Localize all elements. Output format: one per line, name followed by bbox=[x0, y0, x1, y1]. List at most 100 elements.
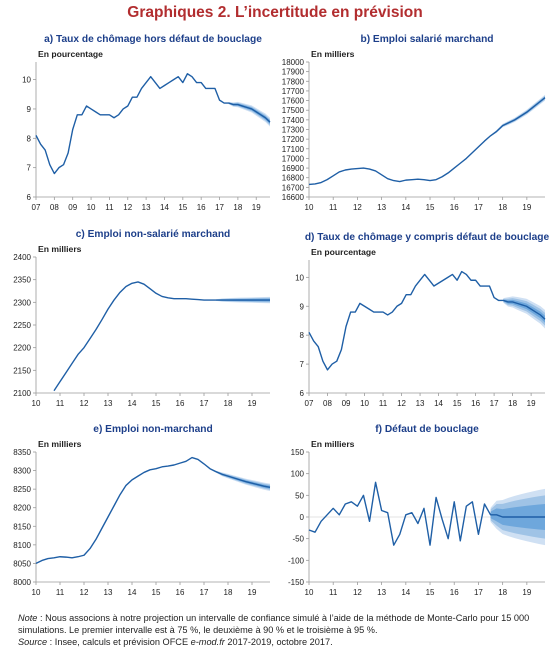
y-tick-label: 17100 bbox=[282, 145, 305, 154]
x-tick-label: 16 bbox=[450, 588, 459, 597]
x-tick-label: 10 bbox=[32, 588, 41, 597]
x-tick-label: 14 bbox=[128, 588, 137, 597]
note-text: Nous associons à notre projection un int… bbox=[18, 613, 530, 635]
y-tick-label: 9 bbox=[27, 105, 32, 114]
x-tick-label: 08 bbox=[50, 203, 59, 212]
note-label: Note bbox=[18, 613, 38, 623]
x-tick-label: 14 bbox=[401, 203, 410, 212]
series-line bbox=[53, 281, 270, 392]
chart-unit-label: En milliers bbox=[311, 439, 355, 449]
x-tick-label: 17 bbox=[200, 399, 209, 408]
x-tick-label: 15 bbox=[152, 588, 161, 597]
x-tick-label: 12 bbox=[353, 588, 362, 597]
chart-title: f) Défaut de bouclage bbox=[375, 424, 479, 435]
x-tick-label: 15 bbox=[426, 588, 435, 597]
y-tick-label: 18000 bbox=[282, 58, 305, 67]
x-tick-label: 09 bbox=[342, 399, 351, 408]
x-tick-label: 11 bbox=[329, 203, 338, 212]
x-tick-label: 16 bbox=[176, 399, 185, 408]
x-tick-label: 16 bbox=[450, 203, 459, 212]
y-tick-label: 10 bbox=[295, 273, 304, 282]
chart-title: a) Taux de chômage hors défaut de boucla… bbox=[44, 34, 262, 45]
x-tick-label: 17 bbox=[474, 588, 483, 597]
chart-title: b) Emploi salarié marchand bbox=[360, 34, 493, 45]
y-tick-label: 16900 bbox=[282, 164, 305, 173]
x-tick-label: 17 bbox=[474, 203, 483, 212]
chart-panel-b: b) Emploi salarié marchand En milliers 166… bbox=[282, 34, 546, 212]
y-tick-label: 100 bbox=[291, 470, 305, 479]
series-line bbox=[308, 270, 546, 371]
x-tick-label: 14 bbox=[128, 399, 137, 408]
x-tick-label: 18 bbox=[498, 203, 507, 212]
note-separator: : bbox=[37, 613, 46, 623]
y-tick-label: 8350 bbox=[13, 448, 31, 457]
y-tick-label: -50 bbox=[292, 535, 304, 544]
x-tick-label: 10 bbox=[305, 588, 314, 597]
series-line bbox=[35, 456, 271, 565]
y-tick-label: 150 bbox=[291, 448, 305, 457]
x-tick-label: 10 bbox=[360, 399, 369, 408]
y-tick-label: 17400 bbox=[282, 116, 305, 125]
x-tick-label: 08 bbox=[323, 399, 332, 408]
footer-notes: Note : Nous associons à notre projection… bbox=[18, 612, 543, 648]
y-tick-label: 9 bbox=[300, 302, 305, 311]
y-tick-label: 6 bbox=[27, 193, 32, 202]
x-tick-label: 12 bbox=[80, 588, 89, 597]
chart-panel-c: c) Emploi non-salarié marchand En millier… bbox=[13, 229, 270, 408]
note-paragraph: Note : Nous associons à notre projection… bbox=[18, 612, 543, 636]
chart-panel-e: e) Emploi non-marchand En milliers 8000 805… bbox=[13, 424, 271, 597]
x-tick-label: 19 bbox=[522, 203, 531, 212]
x-tick-label: 18 bbox=[224, 399, 233, 408]
y-tick-label: -150 bbox=[288, 578, 305, 587]
y-tick-label: 6 bbox=[300, 389, 305, 398]
x-tick-label: 16 bbox=[197, 203, 206, 212]
x-tick-label: 10 bbox=[32, 399, 41, 408]
x-tick-label: 14 bbox=[434, 399, 443, 408]
y-tick-label: 7 bbox=[27, 164, 32, 173]
y-tick-label: 17900 bbox=[282, 68, 305, 77]
y-tick-label: 17500 bbox=[282, 106, 305, 115]
x-tick-label: 17 bbox=[200, 588, 209, 597]
y-tick-label: 17700 bbox=[282, 87, 305, 96]
chart-title: c) Emploi non-salarié marchand bbox=[76, 229, 231, 240]
x-tick-label: 07 bbox=[305, 399, 314, 408]
x-tick-label: 12 bbox=[353, 203, 362, 212]
y-tick-label: 17300 bbox=[282, 126, 305, 135]
x-tick-label: 15 bbox=[426, 203, 435, 212]
y-tick-label: 17600 bbox=[282, 97, 305, 106]
chart-unit-label: En milliers bbox=[38, 439, 82, 449]
x-tick-label: 10 bbox=[305, 203, 314, 212]
chart-panel-d: d) Taux de chômage y compris défaut de b… bbox=[295, 232, 549, 408]
x-tick-label: 13 bbox=[377, 203, 386, 212]
y-tick-label: 10 bbox=[22, 76, 31, 85]
source-site: e-mod.fr bbox=[190, 637, 225, 647]
y-tick-label: 2100 bbox=[13, 389, 31, 398]
y-tick-label: 8300 bbox=[13, 467, 31, 476]
x-tick-label: 18 bbox=[224, 588, 233, 597]
y-tick-label: 8 bbox=[300, 331, 305, 340]
x-tick-label: 16 bbox=[471, 399, 480, 408]
y-tick-label: 8150 bbox=[13, 522, 31, 531]
x-tick-label: 11 bbox=[105, 203, 114, 212]
x-tick-label: 19 bbox=[248, 399, 257, 408]
x-tick-label: 11 bbox=[329, 588, 338, 597]
y-tick-label: 8100 bbox=[13, 541, 31, 550]
y-tick-label: 50 bbox=[295, 491, 304, 500]
series-line bbox=[35, 73, 271, 175]
y-tick-label: 17200 bbox=[282, 135, 305, 144]
x-tick-label: 13 bbox=[416, 399, 425, 408]
y-tick-label: 2350 bbox=[13, 276, 31, 285]
y-tick-label: 2300 bbox=[13, 298, 31, 307]
y-tick-label: 8 bbox=[27, 134, 32, 143]
chart-title: e) Emploi non-marchand bbox=[93, 424, 212, 435]
chart-unit-label: En milliers bbox=[38, 244, 82, 254]
series-line bbox=[308, 97, 546, 186]
x-tick-label: 19 bbox=[248, 588, 257, 597]
x-tick-label: 16 bbox=[176, 588, 185, 597]
y-tick-label: 7 bbox=[300, 360, 305, 369]
x-tick-label: 19 bbox=[522, 588, 531, 597]
x-tick-label: 13 bbox=[104, 588, 113, 597]
y-tick-label: 16800 bbox=[282, 174, 305, 183]
y-tick-label: 8200 bbox=[13, 504, 31, 513]
charts-grid: a) Taux de chômage hors défaut de boucla… bbox=[13, 34, 549, 597]
